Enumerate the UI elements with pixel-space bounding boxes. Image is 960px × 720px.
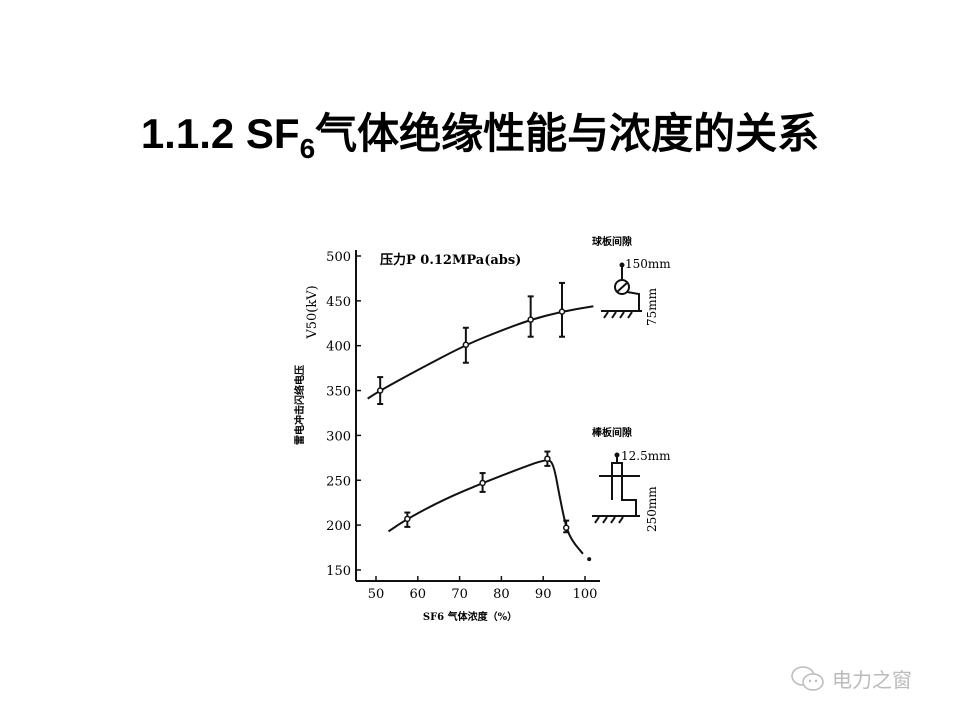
inset-rod-label: 棒板间隙	[592, 426, 632, 439]
x-tick-label: 80	[493, 587, 510, 602]
slide-title: 1.1.2 SF6气体绝缘性能与浓度的关系	[0, 100, 960, 165]
y-tick-label: 250	[326, 474, 351, 489]
data-point	[479, 479, 486, 487]
inset-sphere-label: 球板间隙	[592, 235, 632, 248]
x-tick-label: 90	[535, 587, 552, 602]
watermark-text: 电力之窗	[832, 668, 912, 692]
data-point	[462, 341, 470, 349]
pressure-annotation: 压力P 0.12MPa(abs)	[380, 252, 521, 268]
data-point	[404, 515, 411, 523]
inset-sphere-dim1: 150mm	[625, 257, 671, 271]
data-point	[558, 308, 566, 315]
y-tick-label: 450	[326, 295, 351, 310]
inset-rod-dim2: 250mm	[645, 486, 659, 532]
data-point	[376, 387, 384, 394]
x-axis-label: SF6 气体浓度（%）	[423, 610, 517, 623]
y-axis-label: 雷电冲击闪络电压	[293, 365, 306, 445]
data-point	[587, 557, 592, 562]
inset-sphere-dim2: 75mm	[645, 287, 659, 326]
inset-rod-dim1: 12.5mm	[621, 449, 671, 463]
x-tick-label: 60	[410, 587, 427, 602]
y-tick-label: 150	[326, 564, 351, 579]
data-point	[562, 524, 570, 532]
sphere-plane-diagram-icon	[601, 262, 642, 319]
x-tick-label: 70	[451, 587, 468, 602]
data-point	[544, 455, 551, 462]
title-text: 1.1.2 SF	[140, 110, 300, 157]
watermark: 电力之窗	[790, 664, 912, 693]
x-tick-label: 50	[368, 587, 385, 602]
y-tick-label: 350	[326, 385, 351, 400]
wechat-icon	[791, 665, 824, 691]
y-tick-label: 300	[326, 429, 351, 444]
y-tick-label: 400	[326, 340, 351, 355]
y-axis-label-unit: V50(kV)	[305, 285, 320, 339]
rod-plane-diagram-icon	[592, 452, 640, 524]
series-curve-0	[367, 305, 594, 400]
y-tick-label: 200	[326, 519, 351, 534]
title-text-suffix: 气体绝缘性能与浓度的关系	[315, 110, 820, 157]
data-point	[527, 316, 534, 323]
series-curve-1	[387, 459, 584, 555]
x-tick-label: 100	[573, 587, 598, 602]
y-tick-label: 500	[326, 250, 351, 265]
title-subscript: 6	[299, 133, 316, 164]
